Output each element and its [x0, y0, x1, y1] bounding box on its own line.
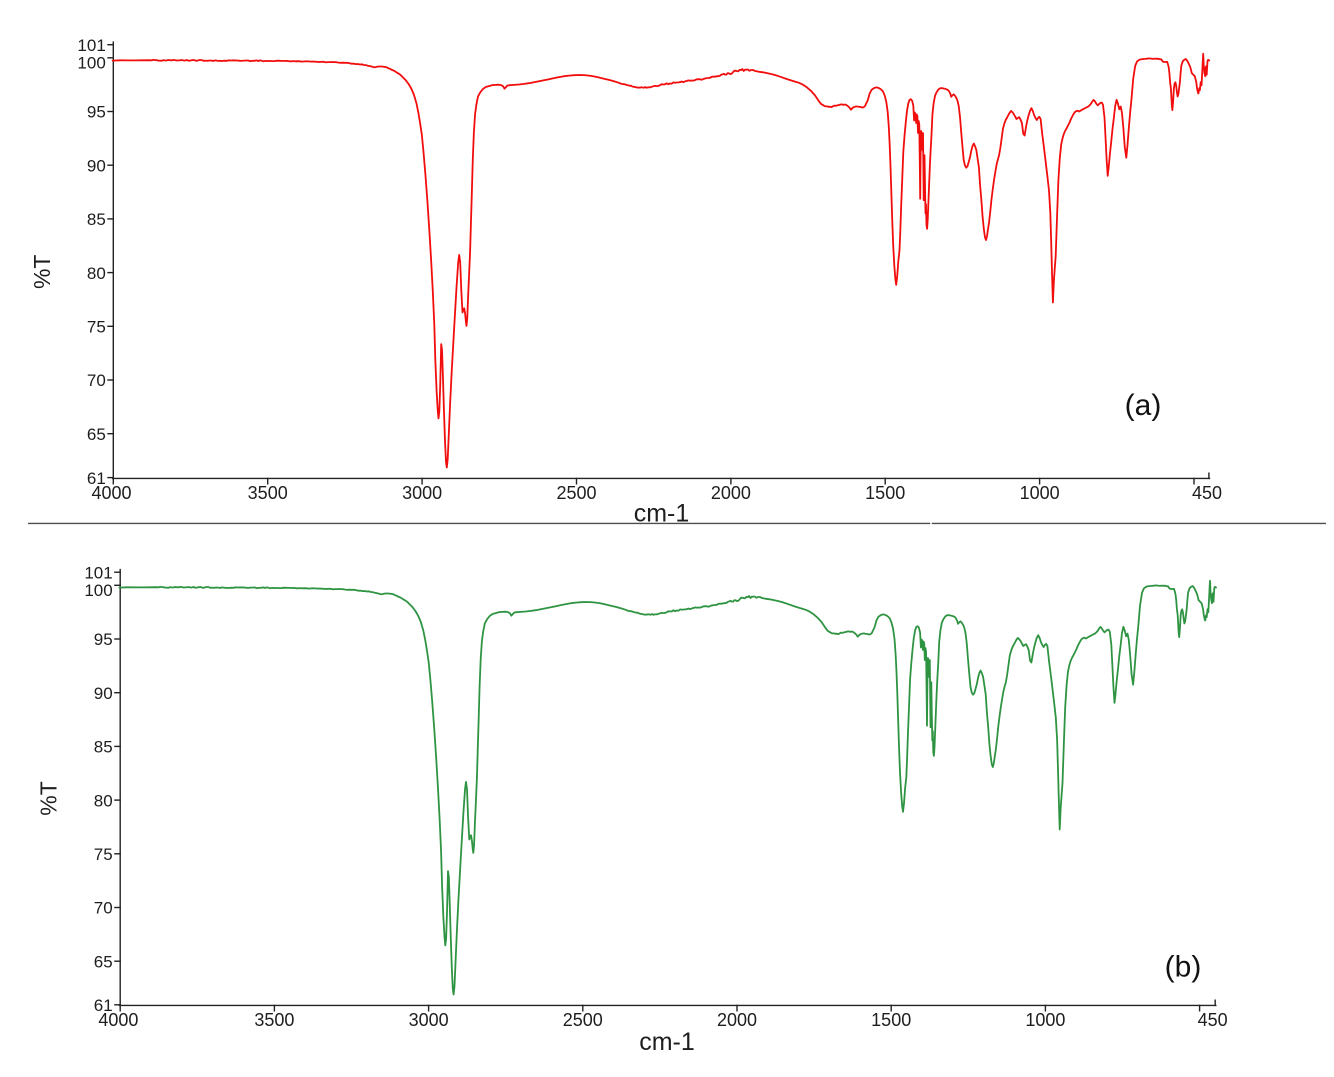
svg-text:85: 85 — [94, 738, 113, 757]
svg-text:75: 75 — [94, 845, 113, 864]
svg-text:80: 80 — [94, 791, 113, 810]
svg-text:3500: 3500 — [248, 483, 288, 503]
svg-text:2000: 2000 — [717, 1010, 757, 1030]
svg-text:70: 70 — [87, 371, 106, 390]
svg-text:100: 100 — [77, 54, 105, 73]
svg-text:2000: 2000 — [711, 483, 751, 503]
svg-text:70: 70 — [94, 899, 113, 918]
svg-text:61: 61 — [87, 469, 106, 488]
svg-text:65: 65 — [87, 425, 106, 444]
svg-text:95: 95 — [87, 103, 106, 122]
svg-text:1500: 1500 — [871, 1010, 911, 1030]
svg-text:cm-1: cm-1 — [639, 1028, 695, 1056]
svg-text:450: 450 — [1192, 483, 1222, 503]
svg-text:cm-1: cm-1 — [634, 499, 690, 527]
svg-text:1000: 1000 — [1025, 1010, 1065, 1030]
svg-text:3000: 3000 — [409, 1010, 449, 1030]
svg-text:4000: 4000 — [91, 483, 131, 503]
svg-text:2500: 2500 — [556, 483, 596, 503]
svg-text:65: 65 — [94, 952, 113, 971]
svg-text:101: 101 — [77, 36, 105, 55]
svg-text:90: 90 — [94, 684, 113, 703]
svg-text:95: 95 — [94, 630, 113, 649]
svg-text:1000: 1000 — [1020, 483, 1060, 503]
svg-text:100: 100 — [84, 581, 112, 600]
svg-text:(b): (b) — [1165, 951, 1202, 984]
svg-text:101: 101 — [84, 564, 112, 583]
svg-text:%T: %T — [36, 781, 62, 816]
svg-text:90: 90 — [87, 156, 106, 175]
svg-text:3000: 3000 — [402, 483, 442, 503]
svg-text:450: 450 — [1198, 1010, 1228, 1030]
svg-text:75: 75 — [87, 318, 106, 337]
svg-text:(a): (a) — [1125, 389, 1162, 422]
svg-text:85: 85 — [87, 210, 106, 229]
svg-text:80: 80 — [87, 264, 106, 283]
svg-text:%T: %T — [29, 255, 55, 290]
svg-text:2500: 2500 — [563, 1010, 603, 1030]
svg-text:61: 61 — [94, 996, 113, 1015]
svg-text:3500: 3500 — [254, 1010, 294, 1030]
svg-text:1500: 1500 — [865, 483, 905, 503]
svg-text:4000: 4000 — [98, 1010, 138, 1030]
